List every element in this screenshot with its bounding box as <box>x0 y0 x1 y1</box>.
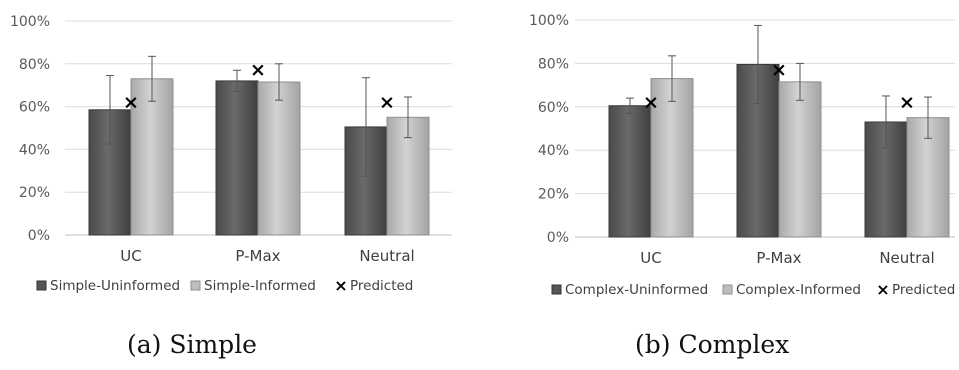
x-tick-label: P-Max <box>235 247 280 265</box>
y-tick-label: 60% <box>538 100 569 116</box>
y-tick-label: 0% <box>547 230 569 246</box>
legend-marker: × <box>876 280 889 299</box>
caption-simple: (a) Simple <box>127 330 257 359</box>
caption-complex: (b) Complex <box>635 330 790 359</box>
predicted-marker: × <box>899 91 915 113</box>
legend-label: Simple-Uninformed <box>50 278 180 294</box>
legend-label: Predicted <box>892 282 955 298</box>
chart-panel-1: 0% 20% 40% 60% 80% 100% UC × P-Max × Neutral × Compl… <box>529 13 955 299</box>
legend-label: Predicted <box>350 278 413 294</box>
legend-label: Complex-Informed <box>736 282 861 298</box>
y-tick-label: 0% <box>28 228 50 244</box>
legend-marker: × <box>334 276 347 295</box>
legend-swatch <box>190 280 201 291</box>
bar <box>650 78 694 238</box>
chart-panel-0: 0% 20% 40% 60% 80% 100% UC × P-Max × Neutral × Simpl… <box>10 14 452 295</box>
x-tick-label: Neutral <box>359 247 414 265</box>
bar <box>257 81 301 236</box>
legend-label: Simple-Informed <box>204 278 316 294</box>
predicted-marker: × <box>643 91 659 113</box>
x-tick-label: UC <box>640 249 661 267</box>
x-tick-label: Neutral <box>879 249 934 267</box>
bar <box>130 78 174 236</box>
y-tick-label: 40% <box>19 142 50 158</box>
legend-swatch <box>36 280 47 291</box>
predicted-marker: × <box>379 91 395 113</box>
y-tick-label: 80% <box>19 57 50 73</box>
bar <box>608 105 652 238</box>
y-tick-label: 100% <box>10 14 50 30</box>
legend-label: Complex-Uninformed <box>565 282 708 298</box>
y-tick-label: 80% <box>538 56 569 72</box>
predicted-marker: × <box>771 59 787 81</box>
predicted-marker: × <box>123 91 139 113</box>
y-tick-label: 100% <box>529 13 569 29</box>
y-tick-label: 60% <box>19 100 50 116</box>
y-tick-label: 40% <box>538 143 569 159</box>
bar <box>215 80 259 236</box>
legend-swatch <box>722 284 733 295</box>
y-tick-label: 20% <box>19 185 50 201</box>
x-tick-label: P-Max <box>756 249 801 267</box>
predicted-marker: × <box>250 59 266 81</box>
bar <box>778 81 822 238</box>
x-tick-label: UC <box>120 247 141 265</box>
y-tick-label: 20% <box>538 187 569 203</box>
legend-swatch <box>551 284 562 295</box>
